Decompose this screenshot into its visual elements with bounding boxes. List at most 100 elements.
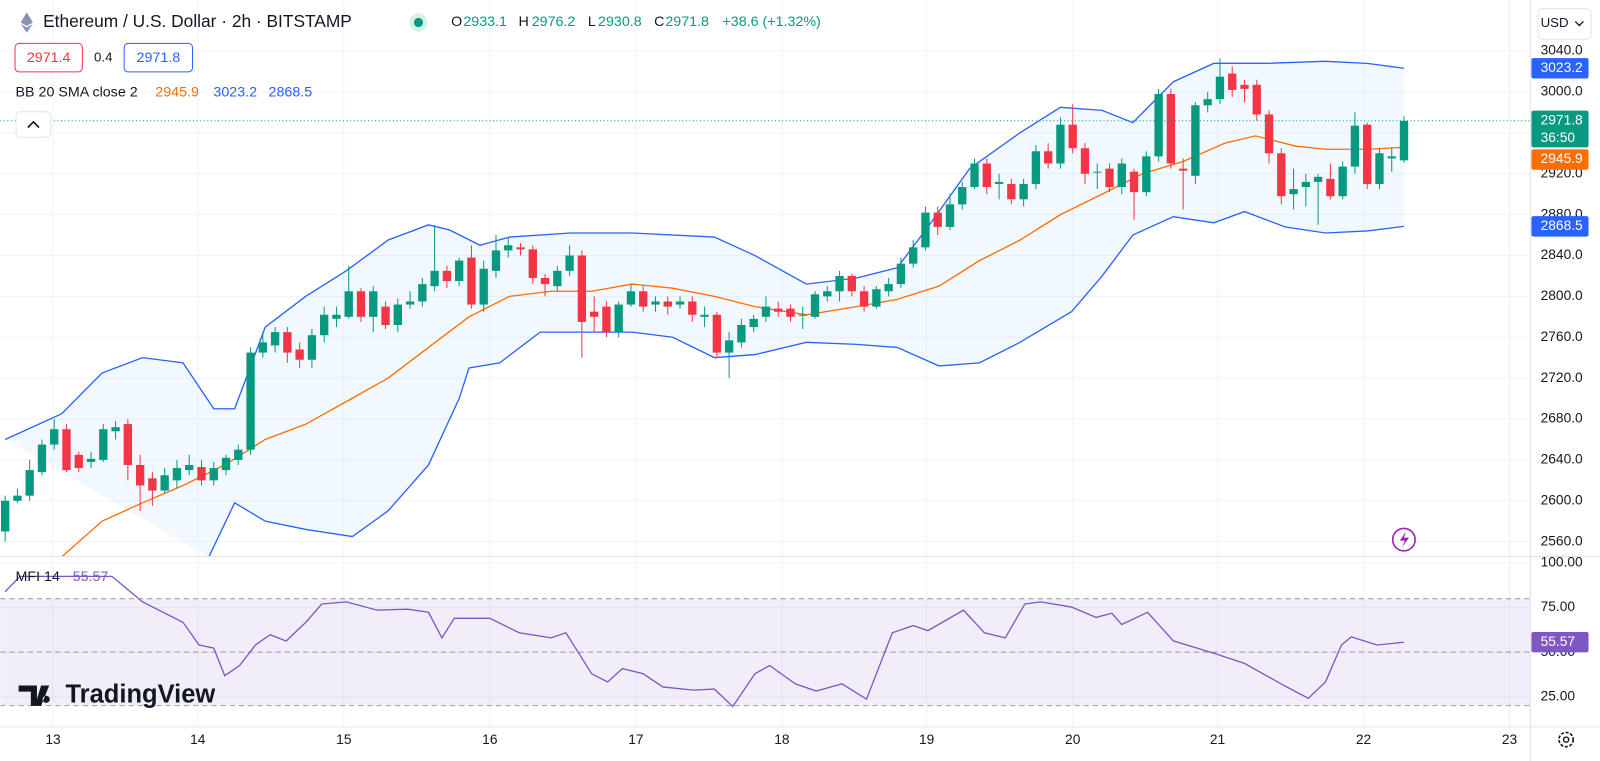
candle-body <box>295 349 304 360</box>
ohlc-label: H <box>518 14 528 30</box>
symbol-title: Ethereum / U.S. Dollar · 2h · BITSTAMP <box>43 11 352 31</box>
candle-body <box>99 429 108 460</box>
candle-body <box>479 268 488 305</box>
x-tick-label: 16 <box>482 732 498 747</box>
x-tick-label: 21 <box>1210 732 1225 747</box>
candle-body <box>1203 99 1212 106</box>
candle-body <box>197 467 206 481</box>
candle-body <box>1252 84 1261 115</box>
candle-body <box>1007 183 1016 200</box>
y-tick-label: 3040.0 <box>1541 43 1583 58</box>
candle-body <box>1105 168 1114 188</box>
candle-body <box>872 289 881 307</box>
candle-body <box>160 475 169 491</box>
x-tick-label: 23 <box>1502 732 1518 747</box>
candle-body <box>700 314 709 317</box>
change-value: +38.6 (+1.32%) <box>722 14 820 30</box>
candle-body <box>1068 124 1077 149</box>
axes: 13141516171819202122233040.03000.02960.0… <box>45 43 1589 747</box>
x-tick-label: 13 <box>45 732 61 747</box>
mfi-label: MFI 14 <box>16 569 60 585</box>
candle-body <box>504 245 513 251</box>
candle-body <box>528 249 537 278</box>
grid <box>0 0 1531 727</box>
x-tick-label: 19 <box>919 732 934 747</box>
settings-icon[interactable] <box>1558 731 1575 748</box>
candle-body <box>135 465 145 486</box>
candle-body <box>945 204 955 227</box>
collapse-icon <box>27 120 40 129</box>
candle-body <box>344 291 353 317</box>
candle-body <box>1289 189 1298 195</box>
logo-text: TradingView <box>66 680 216 708</box>
candle-body <box>909 247 918 264</box>
mfi-value: 55.57 <box>73 569 109 585</box>
price-tag <box>1531 632 1589 653</box>
price-tag-label: 2945.9 <box>1541 151 1583 166</box>
indicator-value: 2868.5 <box>269 85 313 101</box>
sell-button[interactable] <box>14 42 83 73</box>
candle-body <box>1399 120 1409 161</box>
candle-body <box>737 324 746 343</box>
ohlc-value: 2930.8 <box>598 14 642 30</box>
buy-button[interactable] <box>123 42 194 73</box>
candle-body <box>0 500 10 532</box>
candle-body <box>74 454 83 469</box>
x-tick-label: 15 <box>336 732 352 747</box>
ohlc-value: 2971.8 <box>665 14 709 30</box>
candle-body <box>516 247 525 250</box>
candle-body <box>320 314 329 336</box>
candle-body <box>1277 153 1286 197</box>
candle-body <box>62 429 71 471</box>
candle-body <box>1178 168 1188 171</box>
candle-body <box>1264 114 1274 154</box>
x-tick-label: 17 <box>628 732 643 747</box>
candle-body <box>663 301 672 307</box>
candle-body <box>712 314 722 353</box>
candle-body <box>37 444 47 473</box>
candle-body <box>1313 176 1323 182</box>
currency-label[interactable]: USD <box>1541 15 1569 30</box>
price-tag-label: 2868.5 <box>1541 218 1583 233</box>
candle-body <box>577 255 587 322</box>
indicator-line <box>208 210 1405 556</box>
candle-body <box>430 270 439 287</box>
candle-body <box>283 332 292 353</box>
candle-body <box>356 291 366 317</box>
candle-body <box>442 270 452 282</box>
candle-body <box>307 335 317 360</box>
candle-body <box>86 458 96 462</box>
candle-body <box>258 342 268 353</box>
candle-body <box>1129 171 1139 193</box>
ohlc-label: O <box>451 14 462 30</box>
candle-body <box>1191 105 1200 176</box>
candle-body <box>958 187 967 205</box>
y-tick-label: 2800.0 <box>1541 288 1583 303</box>
currency-button[interactable] <box>1537 8 1592 40</box>
candle-body <box>369 291 378 317</box>
y-tick-label: 75.00 <box>1541 599 1576 614</box>
candle-body <box>381 306 390 325</box>
candle-body <box>172 468 182 481</box>
candle-body <box>50 429 59 445</box>
sell-price[interactable]: 2971.4 <box>27 50 71 66</box>
indicator-value: 2945.9 <box>155 85 199 101</box>
candle-body <box>859 291 869 307</box>
legend-header: Ethereum / U.S. Dollar · 2h · BITSTAMP O… <box>14 8 1592 748</box>
candle-body <box>1154 94 1163 157</box>
collapse-button[interactable] <box>15 111 52 138</box>
candle-body <box>491 250 501 271</box>
status-dot <box>413 17 424 28</box>
candle-body <box>933 212 942 227</box>
candle-body <box>1228 73 1237 90</box>
x-tick-label: 22 <box>1356 732 1371 747</box>
buy-price[interactable]: 2971.8 <box>137 50 181 66</box>
candle-body <box>810 294 820 317</box>
candle-body <box>1363 124 1372 184</box>
candle-body <box>1142 156 1151 193</box>
y-tick-label: 25.00 <box>1541 688 1576 703</box>
y-tick-label: 2680.0 <box>1541 411 1583 426</box>
candle-body <box>565 255 574 271</box>
indicator-line <box>61 135 1405 556</box>
candle-body <box>1056 124 1065 164</box>
